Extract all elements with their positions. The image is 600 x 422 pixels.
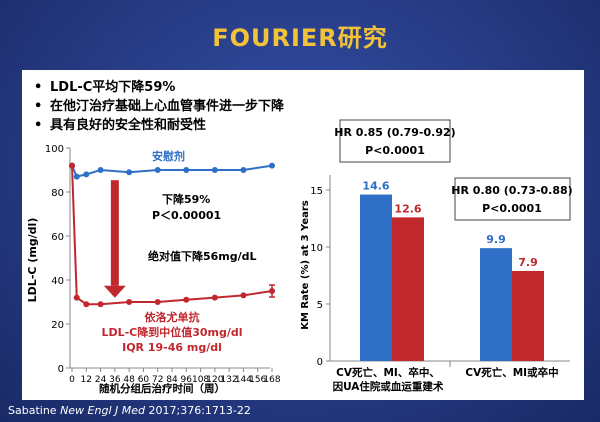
hr-text: HR 0.80 (0.73-0.88) bbox=[451, 184, 572, 197]
x-tick-label: 84 bbox=[166, 375, 178, 385]
x-tick-label: 60 bbox=[138, 375, 150, 385]
data-point bbox=[183, 167, 190, 173]
series-line-placebo bbox=[71, 164, 273, 178]
y-tick-label: 10 bbox=[310, 243, 323, 254]
data-point bbox=[73, 173, 80, 180]
placebo-series-label: 安慰剂 bbox=[152, 149, 185, 163]
x-tick-label: 72 bbox=[152, 375, 163, 385]
data-point bbox=[126, 169, 133, 176]
x-tick-label: 12 bbox=[81, 375, 92, 385]
y-tick-label: 15 bbox=[310, 186, 323, 197]
data-point bbox=[97, 167, 104, 173]
citation-journal: New Engl J Med bbox=[60, 404, 145, 417]
category-label: 因UA住院或血运重建术 bbox=[333, 380, 444, 393]
y-tick-label: 60 bbox=[51, 232, 64, 243]
p-value-annotation: P＜0.00001 bbox=[152, 209, 221, 222]
data-point bbox=[211, 294, 218, 301]
x-tick-label: 144 bbox=[235, 375, 252, 385]
y-axis-label: LDL-C (mg/dl) bbox=[26, 218, 39, 303]
data-point bbox=[183, 296, 190, 303]
series-line-evolocumab bbox=[71, 165, 273, 306]
x-tick-label: 132 bbox=[221, 375, 238, 385]
hr-p-value: P<0.0001 bbox=[482, 202, 542, 215]
hr-p-value: P<0.0001 bbox=[365, 144, 425, 157]
hr-box-1: HR 0.85 (0.79-0.92) P<0.0001 bbox=[334, 119, 456, 163]
x-tick-label: 48 bbox=[123, 375, 135, 385]
x-tick-label: 108 bbox=[192, 375, 209, 385]
bar-evolocumab bbox=[512, 270, 544, 361]
km-bar-chart: KM Rate (%) at 3 Years 0 5 10 15 14.6 12.6 9.… bbox=[300, 119, 573, 393]
bar-evolocumab bbox=[392, 217, 424, 361]
x-tick-label: 24 bbox=[95, 375, 107, 385]
data-point bbox=[126, 299, 133, 305]
data-point bbox=[83, 301, 90, 308]
category-label: CV死亡、MI或卒中 bbox=[465, 366, 558, 379]
x-tick-label: 120 bbox=[206, 375, 223, 385]
reduction-arrow bbox=[103, 180, 126, 298]
y-tick-label: 100 bbox=[45, 144, 64, 155]
median-annotation: LDL-C降到中位值30mg/dl bbox=[101, 325, 242, 339]
y-tick-label: 80 bbox=[51, 188, 64, 199]
data-point bbox=[154, 167, 161, 173]
drop-percent-annotation: 下降59% bbox=[162, 192, 210, 206]
slide-title: FOURIER研究 bbox=[212, 24, 388, 52]
data-point bbox=[269, 162, 275, 169]
bar-value-label: 12.6 bbox=[394, 202, 421, 215]
bullet-list: LDL-C平均下降59% 在他汀治疗基础上心血管事件进一步下降 具有良好的安全性… bbox=[34, 78, 284, 135]
x-tick-label: 96 bbox=[181, 375, 193, 385]
hr-box-2: HR 0.80 (0.73-0.88) P<0.0001 bbox=[451, 177, 573, 221]
data-point bbox=[69, 162, 75, 169]
bar-value-label: 14.6 bbox=[362, 180, 389, 193]
data-point bbox=[211, 167, 218, 173]
data-point bbox=[73, 294, 80, 301]
bar-placebo bbox=[480, 248, 512, 361]
data-point bbox=[240, 292, 247, 299]
bullet-item: 在他汀治疗基础上心血管事件进一步下降 bbox=[34, 97, 284, 116]
citation: Sabatine New Engl J Med 2017;376:1713-22 bbox=[8, 404, 251, 417]
bar-value-label: 7.9 bbox=[518, 256, 538, 269]
bullet-item: 具有良好的安全性和耐受性 bbox=[34, 116, 284, 135]
drug-name-annotation: 依洛尤单抗 bbox=[145, 310, 200, 324]
x-tick-label: 0 bbox=[69, 375, 75, 385]
y-tick-label: 20 bbox=[51, 320, 64, 331]
y-tick-label: 0 bbox=[317, 357, 323, 368]
x-tick-label: 156 bbox=[249, 375, 266, 385]
x-axis-label: 随机分组后治疗时间（周） bbox=[99, 382, 225, 395]
y-tick-label: 40 bbox=[51, 276, 64, 287]
data-point bbox=[240, 167, 247, 173]
data-point bbox=[97, 301, 104, 308]
citation-author: Sabatine bbox=[8, 404, 61, 417]
y-tick-label: 0 bbox=[58, 364, 64, 375]
bullet-item: LDL-C平均下降59% bbox=[34, 78, 284, 97]
iqr-annotation: IQR 19-46 mg/dl bbox=[122, 341, 222, 354]
bar-placebo bbox=[360, 194, 392, 361]
category-label: CV死亡、MI、卒中、 bbox=[336, 366, 440, 379]
y-axis-label: KM Rate (%) at 3 Years bbox=[300, 200, 311, 330]
citation-details: 2017;376:1713-22 bbox=[145, 404, 251, 417]
y-tick-label: 5 bbox=[317, 300, 323, 311]
x-tick-label: 168 bbox=[263, 375, 280, 385]
absolute-drop-annotation: 绝对值下降56mg/dL bbox=[148, 249, 257, 263]
hr-text: HR 0.85 (0.79-0.92) bbox=[334, 126, 455, 139]
data-point bbox=[83, 171, 90, 178]
data-point bbox=[154, 299, 161, 305]
bar-value-label: 9.9 bbox=[486, 233, 506, 246]
x-tick-label: 36 bbox=[109, 375, 121, 385]
